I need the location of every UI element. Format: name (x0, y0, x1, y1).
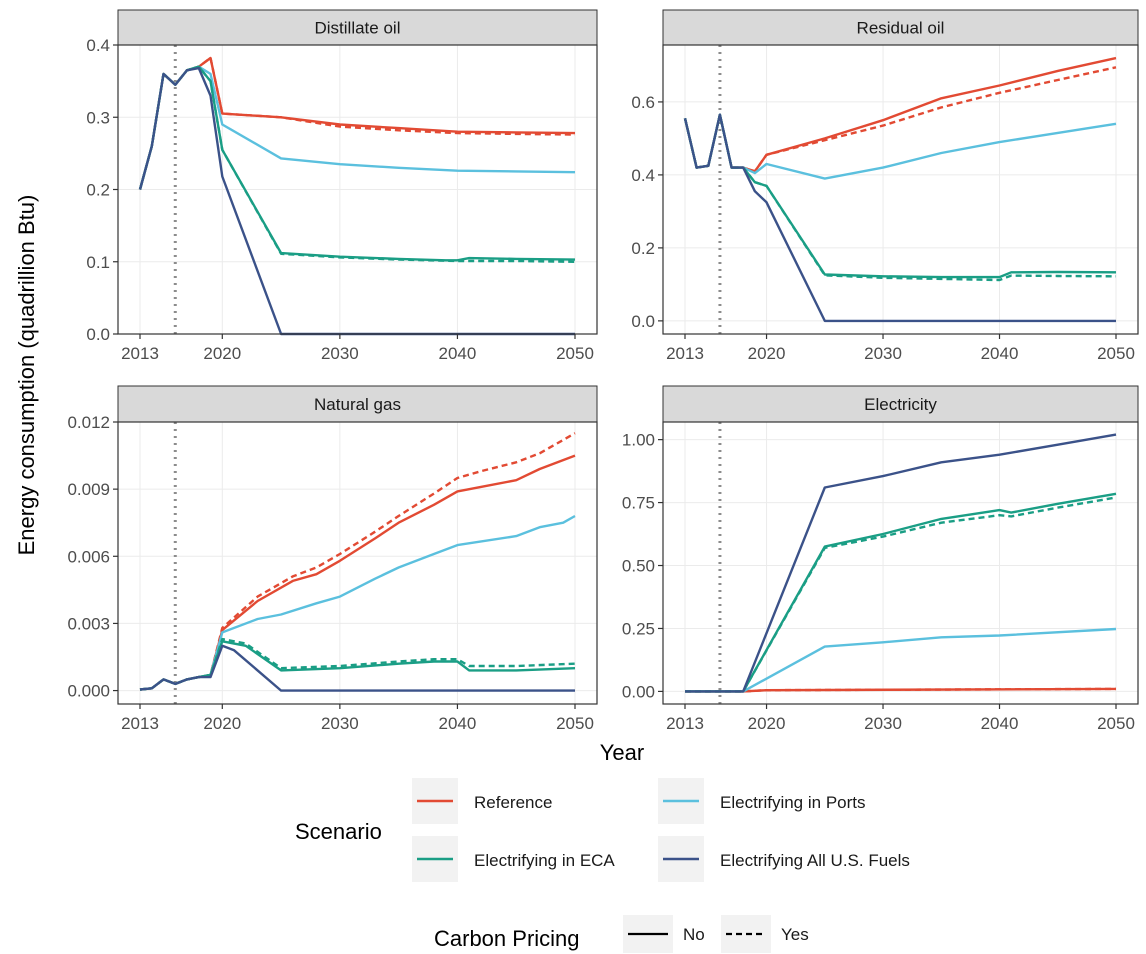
facet-title: Distillate oil (315, 19, 401, 38)
facet-title: Residual oil (857, 19, 945, 38)
y-tick-label: 0.0 (631, 312, 655, 331)
legend-label: No (683, 925, 705, 944)
series-line-electrifying-in-eca-yes (683, 113, 1117, 282)
y-tick-label: 1.00 (622, 431, 655, 450)
y-tick-label: 0.50 (622, 557, 655, 576)
x-tick-label: 2013 (666, 344, 704, 363)
panel-border (662, 44, 1139, 335)
series-line-electrifying-all-u-s-fuels-no (685, 433, 1117, 693)
panel-background (663, 422, 1138, 704)
y-tick-label: 0.25 (622, 619, 655, 638)
series-line-electrifying-in-eca-yes (685, 496, 1117, 693)
y-tick-label: 0.6 (631, 93, 655, 112)
facet-title: Natural gas (314, 395, 401, 414)
y-tick-label: 0.1 (86, 253, 110, 272)
legend-label: Electrifying in ECA (474, 851, 615, 870)
y-tick-label: 0.000 (67, 682, 110, 701)
legend-title-scenario: Scenario (295, 819, 382, 844)
legend-label: Electrifying All U.S. Fuels (720, 851, 910, 870)
legend-title-carbon-pricing: Carbon Pricing (434, 926, 580, 951)
x-tick-label: 2020 (203, 714, 241, 733)
series-line-electrifying-all-u-s-fuels-no (139, 644, 575, 692)
x-tick-label: 2020 (748, 344, 786, 363)
facet-strip (117, 9, 598, 46)
legend-label: Yes (781, 925, 809, 944)
legend-label: Reference (474, 793, 552, 812)
x-tick-label: 2013 (666, 714, 704, 733)
panel-border (662, 421, 1139, 705)
y-axis-title: Energy consumption (quadrillion Btu) (14, 195, 39, 556)
x-tick-label: 2040 (439, 344, 477, 363)
x-tick-label: 2050 (556, 714, 594, 733)
x-tick-label: 2040 (981, 714, 1019, 733)
y-tick-label: 0.0 (86, 325, 110, 344)
x-tick-label: 2030 (321, 714, 359, 733)
x-tick-label: 2040 (981, 344, 1019, 363)
x-tick-label: 2030 (864, 714, 902, 733)
y-tick-label: 0.4 (86, 36, 110, 55)
facet-strip (662, 385, 1139, 423)
x-tick-label: 2050 (1097, 344, 1135, 363)
y-tick-label: 0.003 (67, 614, 110, 633)
y-tick-label: 0.4 (631, 166, 655, 185)
panel-border (117, 421, 598, 705)
x-tick-label: 2030 (864, 344, 902, 363)
facet-title: Electricity (864, 395, 937, 414)
y-tick-label: 0.2 (631, 239, 655, 258)
y-tick-label: 0.006 (67, 547, 110, 566)
x-tick-label: 2020 (203, 344, 241, 363)
y-tick-label: 0.3 (86, 108, 110, 127)
y-tick-label: 0.2 (86, 181, 110, 200)
facet-strip (117, 385, 598, 423)
panel-background (663, 45, 1138, 334)
x-tick-label: 2013 (121, 714, 159, 733)
y-tick-label: 0.00 (622, 682, 655, 701)
y-tick-label: 0.012 (67, 413, 110, 432)
panel-background (118, 422, 597, 704)
x-tick-label: 2050 (556, 344, 594, 363)
x-tick-label: 2040 (439, 714, 477, 733)
x-axis-title: Year (600, 740, 644, 765)
y-tick-label: 0.75 (622, 494, 655, 513)
x-tick-label: 2020 (748, 714, 786, 733)
y-tick-label: 0.009 (67, 480, 110, 499)
legend-label: Electrifying in Ports (720, 793, 866, 812)
x-tick-label: 2030 (321, 344, 359, 363)
series-line-electrifying-all-u-s-fuels-no (683, 113, 1116, 323)
x-tick-label: 2013 (121, 344, 159, 363)
x-tick-label: 2050 (1097, 714, 1135, 733)
